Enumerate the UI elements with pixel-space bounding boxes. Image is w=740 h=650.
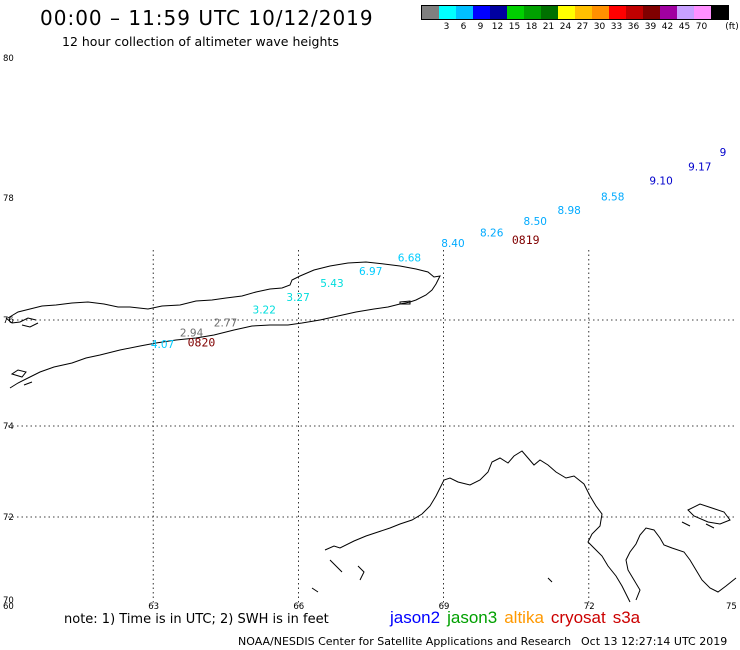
- longitude-tick-label: 63: [148, 602, 159, 612]
- wave-height-label: 3.22: [253, 304, 276, 316]
- color-swatch: [541, 6, 558, 19]
- gydan-coast: [625, 527, 737, 601]
- wave-height-label: 9.10: [649, 176, 672, 188]
- novaya-zemlya-small-islands: [5, 300, 411, 386]
- map-subtitle: 12 hour collection of altimeter wave hei…: [62, 34, 339, 49]
- longitude-tick-label: 72: [584, 602, 595, 612]
- legend-altika: altika: [504, 608, 544, 627]
- color-scale-label: 45: [678, 22, 691, 32]
- legend-cryosat: cryosat: [550, 608, 606, 627]
- color-swatch: [490, 6, 507, 19]
- latitude-tick-label: 78: [3, 194, 14, 204]
- color-swatch: [643, 6, 660, 19]
- generated-timestamp: Oct 13 12:27:14 UTC 2019: [581, 635, 728, 648]
- color-swatch: [456, 6, 473, 19]
- color-scale-label: 70: [695, 22, 708, 32]
- color-swatch: [660, 6, 677, 19]
- color-scale-unit: (ft): [725, 22, 739, 32]
- wave-height-label: 3.27: [286, 292, 309, 304]
- pass-time-label: 0820: [188, 336, 216, 350]
- longitude-tick-label: 75: [726, 602, 737, 612]
- color-swatch: [507, 6, 524, 19]
- wave-height-label: 9: [720, 147, 727, 159]
- kara-sea-islets: [311, 503, 731, 593]
- map-title: 00:00 – 11:59 UTC 10/12/2019: [40, 6, 374, 30]
- color-scale-label: 36: [627, 22, 640, 32]
- coastline: [5, 261, 737, 603]
- latitude-tick-label: 76: [3, 316, 14, 326]
- color-scale: (ft) 3 6 9 12 15 18 21 24 27 30 33 36 39 42 45 70: [421, 5, 740, 32]
- latitude-tick-label: 72: [3, 513, 14, 523]
- pass-times: 0820 0819: [188, 233, 540, 350]
- color-scale-label: 24: [559, 22, 572, 32]
- wave-height-label: 8.40: [441, 238, 464, 250]
- footnote: note: 1) Time is in UTC; 2) SWH is in fe…: [64, 612, 329, 627]
- satellite-legend: jason2 jason3 altika cryosat s3a: [390, 608, 647, 628]
- color-swatch: [626, 6, 643, 19]
- color-scale-label: 33: [610, 22, 623, 32]
- color-scale-label: 9: [477, 22, 484, 32]
- wave-height-label: 8.98: [557, 205, 580, 217]
- credit-text: NOAA/NESDIS Center for Satellite Applica…: [238, 635, 572, 648]
- color-swatch: [422, 6, 439, 19]
- color-scale-label: 39: [644, 22, 657, 32]
- wave-height-label: 5.43: [320, 278, 343, 290]
- longitude-tick-label: 66: [293, 602, 304, 612]
- color-scale-label: 30: [593, 22, 606, 32]
- color-swatch: [575, 6, 592, 19]
- legend-s3a: s3a: [612, 608, 641, 627]
- color-scale-label: 27: [576, 22, 589, 32]
- color-swatch: [694, 6, 711, 19]
- color-swatch: [439, 6, 456, 19]
- color-swatch: [524, 6, 541, 19]
- map-gridlines: [8, 250, 734, 606]
- wave-height-label: 6.97: [359, 266, 382, 278]
- color-scale-label: 15: [508, 22, 521, 32]
- yamal-peninsula-coast: [324, 450, 631, 603]
- color-swatch: [711, 6, 728, 19]
- color-scale-label: 6: [460, 22, 467, 32]
- longitude-tick-label: 69: [439, 602, 450, 612]
- wave-height-label: 8.58: [601, 191, 624, 203]
- color-swatch: [677, 6, 694, 19]
- latitude-tick-label: 74: [3, 422, 14, 432]
- novaya-zemlya-north-coast: [7, 261, 441, 389]
- wave-height-label: 8.26: [480, 227, 504, 239]
- legend-jason3: jason3: [447, 608, 498, 627]
- wave-height-label: 2.77: [214, 317, 237, 329]
- color-swatch: [609, 6, 626, 19]
- wave-observations: 4.07 2.94 2.77 3.22 3.27 5.43 6.97 6.68 8.40 8.26…: [151, 147, 726, 351]
- wave-height-label: 6.68: [398, 252, 421, 264]
- color-scale-label: 18: [525, 22, 538, 32]
- wave-height-label: 9.17: [688, 162, 711, 174]
- color-scale-labels: (ft) 3 6 9 12 15 18 21 24 27 30 33 36 39 42 45 70: [421, 20, 740, 32]
- pass-time-label: 0819: [512, 233, 540, 247]
- color-swatch: [473, 6, 490, 19]
- wave-height-label: 2.94: [180, 327, 204, 339]
- longitude-tick-label: 60: [3, 602, 14, 612]
- color-scale-label: 42: [661, 22, 674, 32]
- legend-jason2: jason2: [390, 608, 441, 627]
- latitude-tick-label: 80: [3, 54, 14, 64]
- latitude-tick-label: 70: [3, 596, 14, 606]
- color-scale-label: 3: [443, 22, 450, 32]
- wave-height-label: 8.50: [524, 216, 547, 228]
- color-scale-swatches: [421, 5, 729, 20]
- color-scale-label: 21: [542, 22, 555, 32]
- color-swatch: [558, 6, 575, 19]
- wave-height-label: 4.07: [151, 339, 174, 351]
- color-scale-label: 12: [491, 22, 504, 32]
- color-swatch: [592, 6, 609, 19]
